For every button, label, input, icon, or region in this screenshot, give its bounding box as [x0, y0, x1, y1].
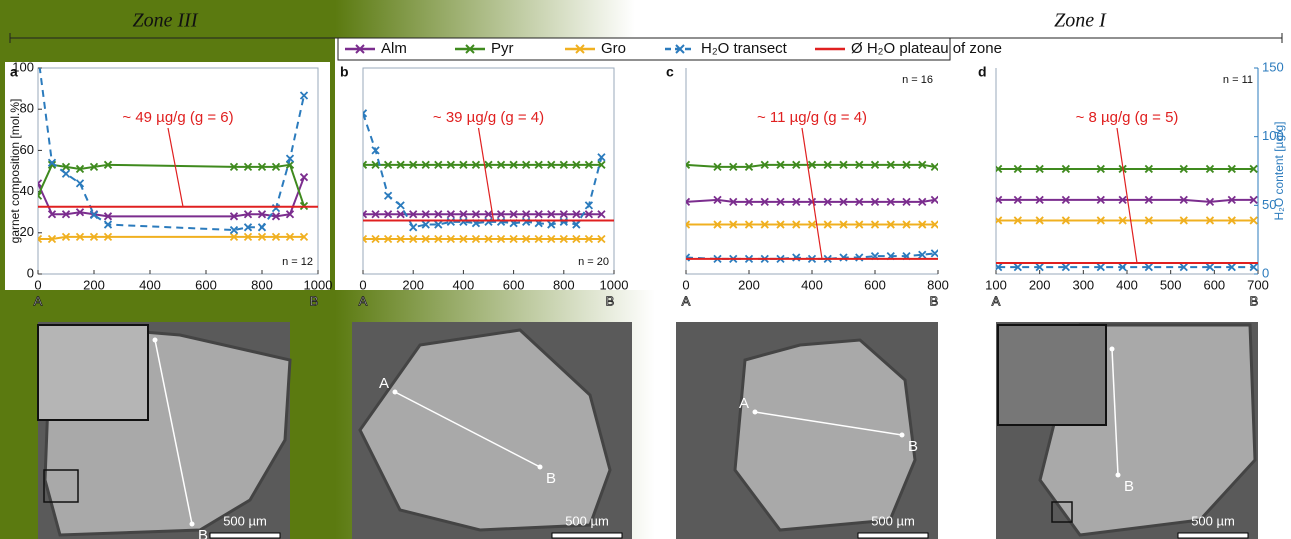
transect-end: B [310, 293, 319, 308]
transect-end: B [1250, 293, 1259, 308]
x-tick-label: 400 [139, 277, 161, 292]
y2-tick-label: 150 [1262, 59, 1284, 74]
panel-letter: c [666, 64, 674, 80]
x-tick-label: 500 [1160, 277, 1182, 292]
scale-label: 500 µm [1191, 513, 1235, 528]
plateau-annotation: ~ 49 µg/g (g = 6) [122, 109, 233, 126]
transect-point-label: B [908, 438, 918, 455]
y2-tick-label: 0 [1262, 265, 1269, 280]
inset [38, 325, 148, 420]
scale-label: 500 µm [565, 513, 609, 528]
transect-point [393, 390, 398, 395]
scale-bar [858, 533, 928, 538]
transect-point [153, 338, 158, 343]
x-tick-label: 0 [359, 277, 366, 292]
transect-point-label: B [1124, 478, 1134, 495]
y-tick-label: 100 [12, 59, 34, 74]
x-tick-label: 1000 [304, 277, 333, 292]
x-tick-label: 200 [1029, 277, 1051, 292]
x-tick-label: 800 [251, 277, 273, 292]
x-tick-label: 100 [985, 277, 1007, 292]
x-tick-label: 300 [1072, 277, 1094, 292]
transect-point [190, 522, 195, 527]
panel-letter: b [340, 64, 349, 80]
plot-area [995, 165, 1258, 270]
transect-point-label: A [739, 395, 749, 412]
scale-bar [1178, 533, 1248, 538]
legend-label: Alm [381, 40, 407, 57]
inset [998, 325, 1106, 425]
axes-frame [996, 68, 1258, 274]
transect-point-label: B [546, 470, 556, 487]
x-tick-label: 400 [453, 277, 475, 292]
x-tick-label: 400 [801, 277, 823, 292]
zone-label: Zone I [1054, 10, 1107, 32]
legend-label: H₂O transect [701, 40, 788, 57]
sample-count: n = 20 [578, 256, 609, 268]
sample-count: n = 16 [902, 74, 933, 86]
annotation-arrow [1117, 128, 1137, 263]
x-tick-label: 200 [83, 277, 105, 292]
transect-end: B [606, 293, 615, 308]
x-tick-label: 0 [34, 277, 41, 292]
scale-label: 500 µm [871, 513, 915, 528]
transect-point [1110, 347, 1115, 352]
transect-end: B [930, 293, 939, 308]
axes-frame [686, 68, 938, 274]
y-tick-label: 0 [27, 265, 34, 280]
transect-point [900, 433, 905, 438]
annotation-arrow [802, 128, 822, 259]
x-tick-label: 600 [864, 277, 886, 292]
transect-point-label: B [198, 527, 208, 539]
plateau-annotation: ~ 39 µg/g (g = 4) [433, 109, 544, 126]
sem-grain [735, 340, 915, 530]
scale-label: 500 µm [223, 513, 267, 528]
transect-end: A [682, 293, 691, 308]
transect-end: A [359, 293, 368, 308]
y-axis-label: garnet composition [mol.%] [8, 99, 22, 244]
x-tick-label: 400 [1116, 277, 1138, 292]
series-line [998, 200, 1253, 202]
x-tick-label: 800 [927, 277, 949, 292]
transect-point [1116, 473, 1121, 478]
legend-label: Pyr [491, 40, 514, 57]
plot-area [683, 161, 939, 262]
x-tick-label: 600 [1203, 277, 1225, 292]
x-tick-label: 200 [738, 277, 760, 292]
transect-point [753, 410, 758, 415]
figure: Zone III Zone I Alm Pyr Gro H₂O transect Ø H… [0, 0, 1291, 539]
legend-label: Ø H₂O plateau of zone [851, 40, 1002, 57]
transect-end: A [992, 293, 1001, 308]
x-tick-label: 800 [553, 277, 575, 292]
transect-point-label: A [379, 375, 389, 392]
x-tick-label: 600 [503, 277, 525, 292]
zone-fade [335, 0, 635, 38]
x-tick-label: 1000 [600, 277, 629, 292]
legend-label: Gro [601, 40, 626, 57]
transect-point [538, 465, 543, 470]
sample-count: n = 11 [1223, 74, 1253, 86]
plateau-annotation: ~ 11 µg/g (g = 4) [757, 109, 867, 126]
sample-count: n = 12 [282, 256, 313, 268]
x-tick-label: 0 [682, 277, 689, 292]
panel-letter: d [978, 64, 987, 80]
scale-bar [552, 533, 622, 538]
plateau-annotation: ~ 8 µg/g (g = 5) [1076, 109, 1179, 126]
x-tick-label: 200 [402, 277, 424, 292]
y2-axis-label: H₂O content [µg/g] [1272, 122, 1286, 221]
transect-end: A [34, 293, 43, 308]
zone-label: Zone III [133, 10, 199, 32]
x-tick-label: 600 [195, 277, 217, 292]
scale-bar [210, 533, 280, 538]
